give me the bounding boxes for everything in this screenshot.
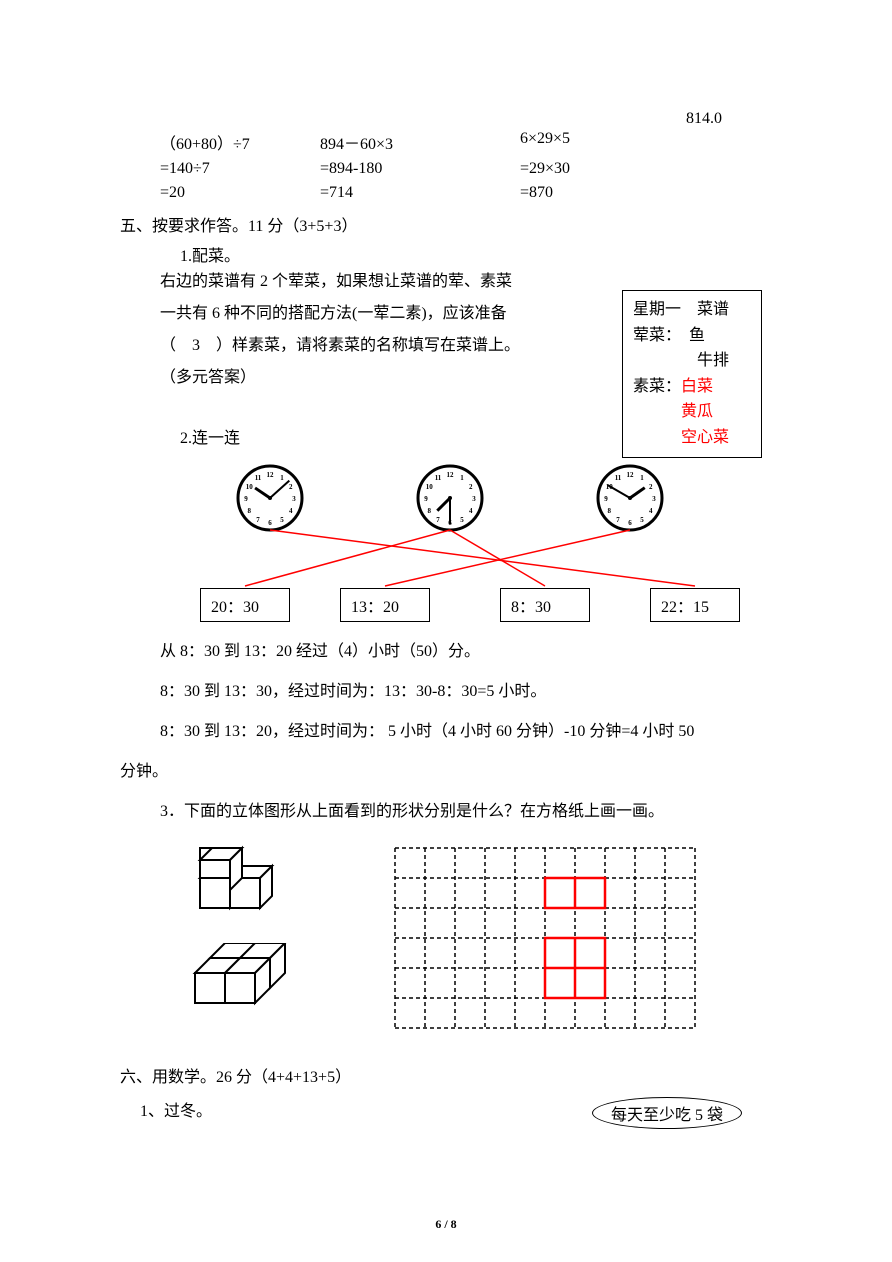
calc-c3-r2: =29×30 (520, 160, 700, 178)
q2-ans2: 8：30 到 13：30，经过时间为：13：30-8：30=5 小时。 (120, 676, 772, 708)
time-box-1: 13：20 (340, 588, 430, 622)
menu-veg-3: 空心菜 (633, 425, 751, 451)
svg-text:12: 12 (627, 471, 635, 479)
svg-text:7: 7 (616, 516, 620, 524)
menu-meat-2: 牛排 (633, 348, 751, 374)
svg-text:1: 1 (460, 474, 464, 482)
oval-daily-bags: 每天至少吃 5 袋 (592, 1097, 742, 1129)
menu-veg-2: 黄瓜 (633, 399, 751, 425)
calculations-block: （60+80）÷7 894－60×3 6×29×5 =140÷7 =894-18… (120, 130, 772, 202)
svg-text:1: 1 (280, 474, 284, 482)
menu-meat-label: 荤菜： 鱼 (633, 323, 751, 349)
svg-text:2: 2 (289, 483, 293, 491)
svg-text:10: 10 (426, 483, 434, 491)
q2-ans3: 8：30 到 13：20，经过时间为： 5 小时（4 小时 60 分钟）-10 … (120, 716, 772, 748)
calc-c2-r1: 894－60×3 (320, 130, 520, 154)
menu-veg-1: 白菜 (681, 378, 713, 395)
q1-l1: 右边的菜谱有 2 个荤菜，如果想让菜谱的荤、素菜 (160, 266, 540, 298)
svg-text:4: 4 (469, 507, 473, 515)
cubes-column (120, 843, 310, 1018)
svg-text:12: 12 (447, 471, 455, 479)
svg-text:5: 5 (460, 516, 464, 524)
svg-text:10: 10 (246, 483, 254, 491)
svg-text:7: 7 (436, 516, 440, 524)
cube-figure-2 (190, 943, 310, 1013)
svg-text:9: 9 (244, 495, 248, 503)
q3-label: 3．下面的立体图形从上面看到的形状分别是什么？在方格纸上画一画。 (120, 796, 772, 828)
section5-title: 五、按要求作答。11 分（3+5+3） (120, 212, 772, 236)
q1-label: 1.配菜。 (120, 242, 772, 266)
calc-c1-r2: =140÷7 (120, 160, 320, 178)
svg-text:6: 6 (628, 519, 632, 527)
page-container: 814.0 （60+80）÷7 894－60×3 6×29×5 =140÷7 =… (0, 0, 892, 1262)
clocks-section: 1234567891011121234567891011121234567891… (120, 458, 772, 628)
svg-text:7: 7 (256, 516, 260, 524)
svg-text:11: 11 (615, 474, 622, 482)
svg-text:9: 9 (604, 495, 608, 503)
svg-text:8: 8 (427, 507, 431, 515)
q1-l4: （多元答案） (160, 362, 540, 394)
svg-text:4: 4 (289, 507, 293, 515)
svg-text:4: 4 (649, 507, 653, 515)
menu-box: 星期一 菜谱 荤菜： 鱼 牛排 素菜：白菜 黄瓜 空心菜 (622, 290, 762, 458)
svg-text:6: 6 (268, 519, 272, 527)
q2-ans3b: 分钟。 (120, 756, 772, 788)
svg-text:3: 3 (472, 495, 476, 503)
q6-row: 1、过冬。 每天至少吃 5 袋 (120, 1097, 772, 1121)
svg-text:1: 1 (640, 474, 644, 482)
svg-text:3: 3 (292, 495, 296, 503)
cube-figure-1 (190, 843, 300, 923)
time-box-3: 22：15 (650, 588, 740, 622)
calc-c3-r3: =870 (520, 184, 700, 202)
q1-l3: （ 3 ）样素菜，请将素菜的名称填写在菜谱上。 (160, 330, 540, 362)
svg-text:9: 9 (424, 495, 428, 503)
svg-text:2: 2 (649, 483, 653, 491)
menu-veg-row: 素菜：白菜 (633, 374, 751, 400)
answer-grid (390, 843, 720, 1043)
time-box-2: 8：30 (500, 588, 590, 622)
q6-1-label: 1、过冬。 (120, 1097, 212, 1121)
q1-body: 右边的菜谱有 2 个荤菜，如果想让菜谱的荤、素菜 一共有 6 种不同的搭配方法(… (120, 266, 540, 394)
q3-row (120, 843, 772, 1043)
q2-ans1: 从 8：30 到 13：20 经过（4）小时（50）分。 (120, 636, 772, 668)
svg-text:8: 8 (607, 507, 611, 515)
svg-text:12: 12 (267, 471, 275, 479)
page-number: 6 / 8 (435, 1217, 456, 1232)
calc-c1-r3: =20 (120, 184, 320, 202)
calc-c3-r1: 6×29×5 (520, 130, 700, 154)
calc-c2-r2: =894-180 (320, 160, 520, 178)
svg-text:2: 2 (469, 483, 473, 491)
q1-l2: 一共有 6 种不同的搭配方法(一荤二素)，应该准备 (160, 298, 540, 330)
svg-text:11: 11 (255, 474, 262, 482)
top-right-value: 814.0 (686, 110, 722, 128)
svg-text:5: 5 (640, 516, 644, 524)
section6-title: 六、用数学。26 分（4+4+13+5） (120, 1063, 772, 1087)
svg-text:8: 8 (247, 507, 251, 515)
menu-veg-label: 素菜： (633, 378, 681, 395)
calc-c1-r1: （60+80）÷7 (120, 130, 320, 154)
menu-header: 星期一 菜谱 (633, 297, 751, 323)
svg-text:3: 3 (652, 495, 656, 503)
svg-text:11: 11 (435, 474, 442, 482)
svg-text:5: 5 (280, 516, 284, 524)
time-box-0: 20：30 (200, 588, 290, 622)
calc-c2-r3: =714 (320, 184, 520, 202)
